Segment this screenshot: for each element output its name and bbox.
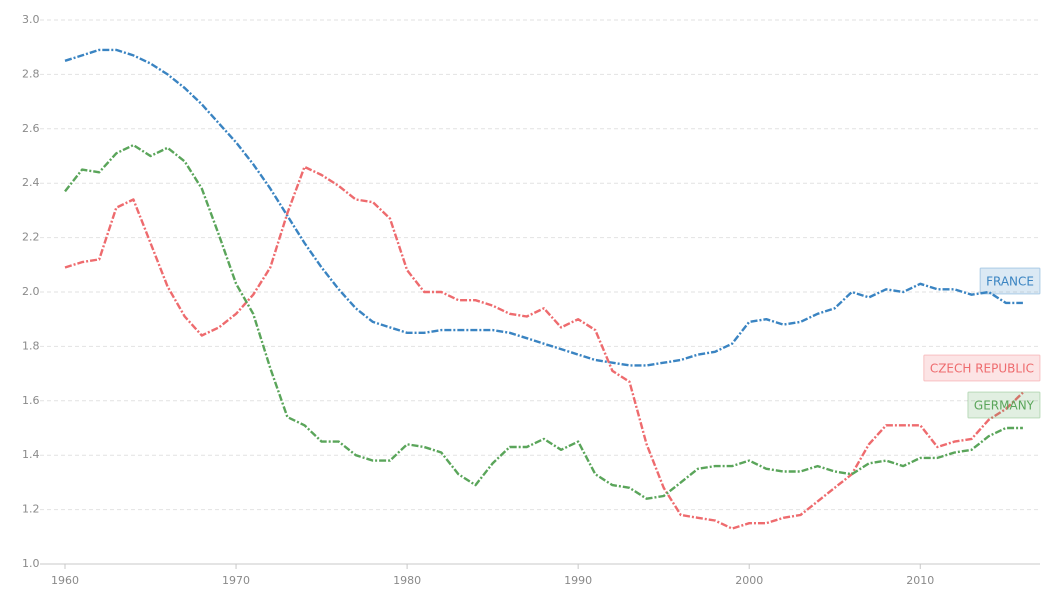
series-label: CZECH REPUBLIC — [923, 354, 1041, 382]
y-tick-label: 1.6 — [22, 394, 40, 407]
y-tick-label: 3.0 — [22, 13, 40, 26]
y-tick-label: 2.4 — [22, 176, 40, 189]
y-tick-label: 1.8 — [22, 339, 40, 352]
series-label-text: CZECH REPUBLIC — [930, 362, 1034, 376]
x-tick-label: 1960 — [51, 574, 79, 587]
x-tick-label: 2010 — [906, 574, 934, 587]
series-label-box — [967, 391, 1041, 419]
lines — [64, 48, 1024, 530]
series-label-text: GERMANY — [974, 399, 1035, 413]
grid: 1.0 1.2 1.4 1.6 1.8 2.0 2.2 2.4 2.6 2.8 3.0 1960 197… — [22, 13, 1040, 587]
series-label: FRANCE — [979, 267, 1041, 295]
series-line — [64, 143, 1023, 500]
series-label-box — [923, 354, 1041, 382]
y-tick-label: 2.2 — [22, 231, 40, 244]
series-line — [64, 165, 1024, 530]
series-line — [64, 48, 1023, 367]
series-label-box — [979, 267, 1041, 295]
y-tick-label: 2.6 — [22, 122, 40, 135]
series-label-text: FRANCE — [986, 275, 1034, 289]
y-tick-label: 1.2 — [22, 503, 40, 516]
y-tick-label: 1.0 — [22, 557, 40, 570]
series-label: GERMANY — [967, 391, 1041, 419]
x-tick-label: 1980 — [393, 574, 421, 587]
x-tick-label: 1970 — [222, 574, 250, 587]
x-tick-label: 2000 — [735, 574, 763, 587]
x-tick-label: 1990 — [564, 574, 592, 587]
y-tick-label: 2.8 — [22, 67, 40, 80]
y-tick-label: 2.0 — [22, 285, 40, 298]
labels: FRANCE CZECH REPUBLIC GERMANY — [923, 267, 1041, 419]
y-tick-label: 1.4 — [22, 448, 40, 461]
